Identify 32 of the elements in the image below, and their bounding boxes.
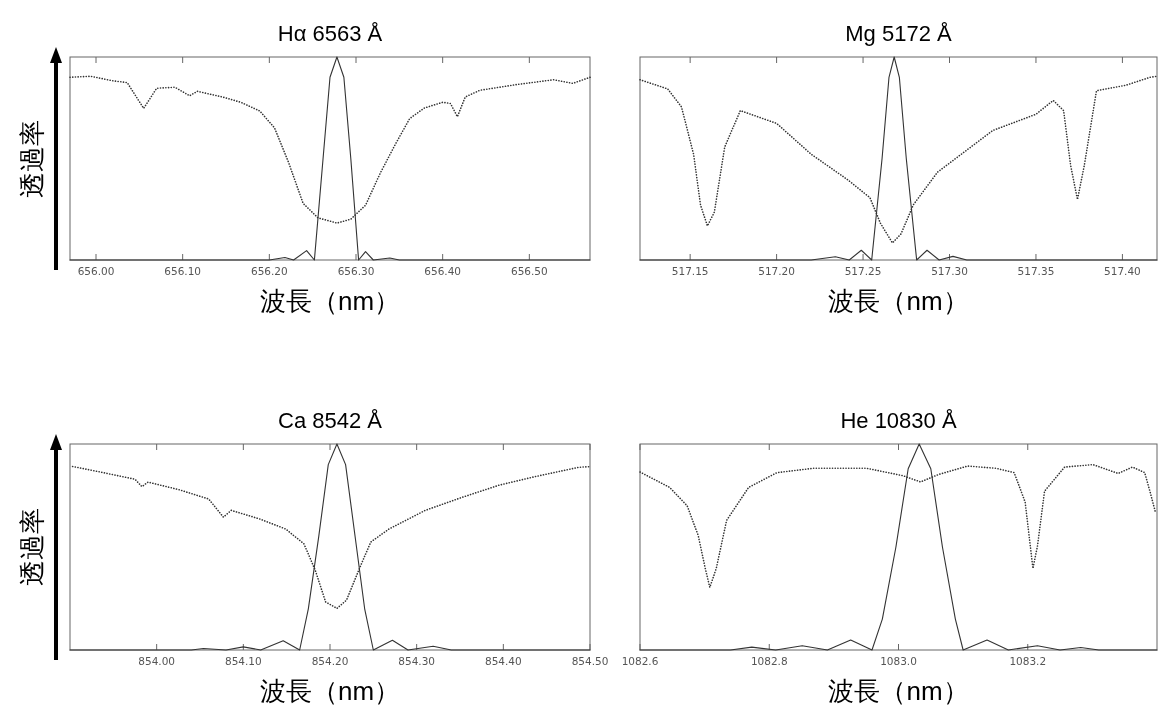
y-axis-title: 透過率 (17, 508, 47, 586)
chart-title: Hα 6563 Å (277, 21, 383, 46)
x-tick-label: 517.20 (758, 265, 795, 277)
chart-title: Ca 8542 Å (278, 408, 383, 433)
chart-title: Mg 5172 Å (845, 21, 953, 46)
x-tick-label: 656.10 (164, 265, 202, 277)
x-tick-label: 656.00 (77, 265, 115, 277)
x-tick-label: 854.00 (138, 655, 176, 667)
x-tick-label: 656.40 (424, 265, 462, 277)
x-tick-label: 1082.6 (621, 655, 659, 667)
x-tick-label: 656.20 (250, 265, 288, 277)
x-tick-label: 854.50 (571, 655, 609, 667)
x-tick-label: 1083.2 (1009, 655, 1047, 667)
chart-title: He 10830 Å (840, 408, 957, 433)
x-tick-label: 1083.0 (880, 655, 917, 667)
x-tick-label: 854.10 (224, 655, 262, 667)
x-axis-title: 波長（nm） (828, 286, 969, 316)
x-tick-label: 854.20 (311, 655, 349, 667)
x-axis-title: 波長（nm） (828, 676, 969, 706)
x-tick-label: 1082.8 (750, 655, 788, 667)
y-axis-title: 透過率 (17, 119, 47, 198)
x-axis-title: 波長（nm） (259, 676, 401, 706)
x-tick-label: 517.15 (671, 265, 709, 277)
x-tick-label: 517.25 (844, 265, 882, 277)
x-axis-title: 波長（nm） (259, 286, 401, 316)
x-tick-label: 517.40 (1104, 265, 1141, 277)
x-tick-label: 656.30 (337, 265, 375, 277)
x-tick-label: 517.35 (1017, 265, 1055, 277)
x-tick-label: 854.40 (484, 655, 522, 667)
x-tick-label: 854.30 (398, 655, 436, 667)
x-tick-label: 517.30 (931, 265, 968, 277)
x-tick-label: 656.50 (510, 265, 548, 277)
